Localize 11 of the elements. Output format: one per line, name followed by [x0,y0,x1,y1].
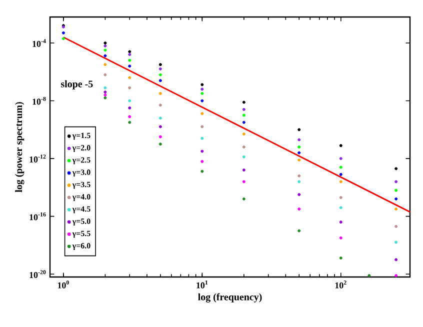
y-tick-label: 10$^{-20}$ [30,270,46,278]
y-tick-label: 10$^{-8}$ [32,96,46,105]
y-tick-label: 10$^{-16}$ [30,212,46,220]
x-tick-label: 10$^{1}$ [196,280,208,288]
x-tick-label: 10$^{2}$ [335,280,346,288]
x-tick-label: 10$^{0}$ [58,280,69,288]
y-tick-label: 10$^{-12}$ [30,154,46,162]
annotation: slope -5 [61,80,93,90]
y-tick-label: 10$^{-4}$ [32,39,46,47]
y-axis-title: log (power spectrum) [15,102,24,192]
x-axis-title: log (frequency) [198,293,262,302]
